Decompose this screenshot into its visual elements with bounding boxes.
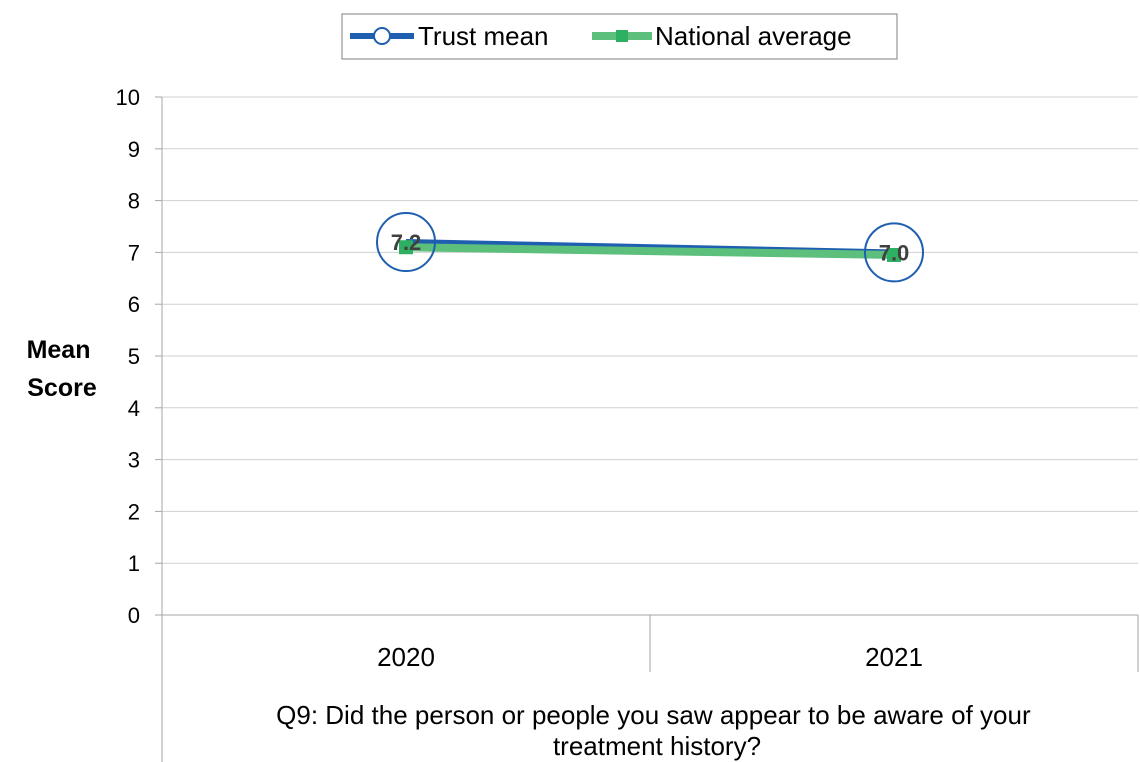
x-axis-title-line-1: Q9: Did the person or people you saw app… <box>276 700 1031 730</box>
legend-label-trust: Trust mean <box>418 21 549 51</box>
legend-swatch-national-marker <box>616 30 628 42</box>
data-label-trust-mean-2021: 7.0 <box>879 240 910 265</box>
y-tick-label-7: 7 <box>128 240 140 265</box>
y-axis-title-line-2: Score <box>27 374 97 402</box>
point-national-average-2021 <box>887 247 901 262</box>
x-axis: 2020 2021 <box>161 615 1139 762</box>
y-tick-label-3: 3 <box>128 448 140 473</box>
y-tick-label-10: 10 <box>116 85 140 110</box>
gridlines <box>155 96 1138 616</box>
series-line-national-average <box>405 243 895 259</box>
x-tick-label-2021: 2021 <box>865 642 923 672</box>
legend-swatch-trust-marker <box>373 27 391 45</box>
data-label-trust-mean-2020: 7.2 <box>391 230 422 255</box>
y-tick-label-5: 5 <box>128 344 140 369</box>
point-national-average-2020 <box>399 240 413 255</box>
legend: Trust mean National average <box>341 13 898 60</box>
y-tick-label-6: 6 <box>128 292 140 317</box>
y-tick-label-2: 2 <box>128 499 140 524</box>
y-tick-label-9: 9 <box>128 137 140 162</box>
y-tick-label-1: 1 <box>128 551 140 576</box>
point-trust-mean-2020 <box>376 212 436 273</box>
legend-entry-national: National average <box>592 21 852 51</box>
point-trust-mean-2021 <box>864 222 924 283</box>
y-tick-labels: 0 1 2 3 4 5 6 7 8 9 10 <box>116 85 140 628</box>
y-axis-title-line-1: Mean <box>27 336 91 364</box>
legend-label-national: National average <box>655 21 852 51</box>
y-tick-label-8: 8 <box>128 189 140 214</box>
series-layer: 7.2 7.0 <box>376 212 924 283</box>
x-axis-title-line-2: treatment history? <box>553 731 761 761</box>
x-axis-title: Q9: Did the person or people you saw app… <box>276 700 1038 761</box>
x-tick-label-2020: 2020 <box>377 642 435 672</box>
y-tick-label-4: 4 <box>128 396 140 421</box>
y-tick-label-0: 0 <box>128 603 140 628</box>
y-axis-title: Mean Score <box>27 336 98 402</box>
legend-entry-trust: Trust mean <box>350 21 549 51</box>
